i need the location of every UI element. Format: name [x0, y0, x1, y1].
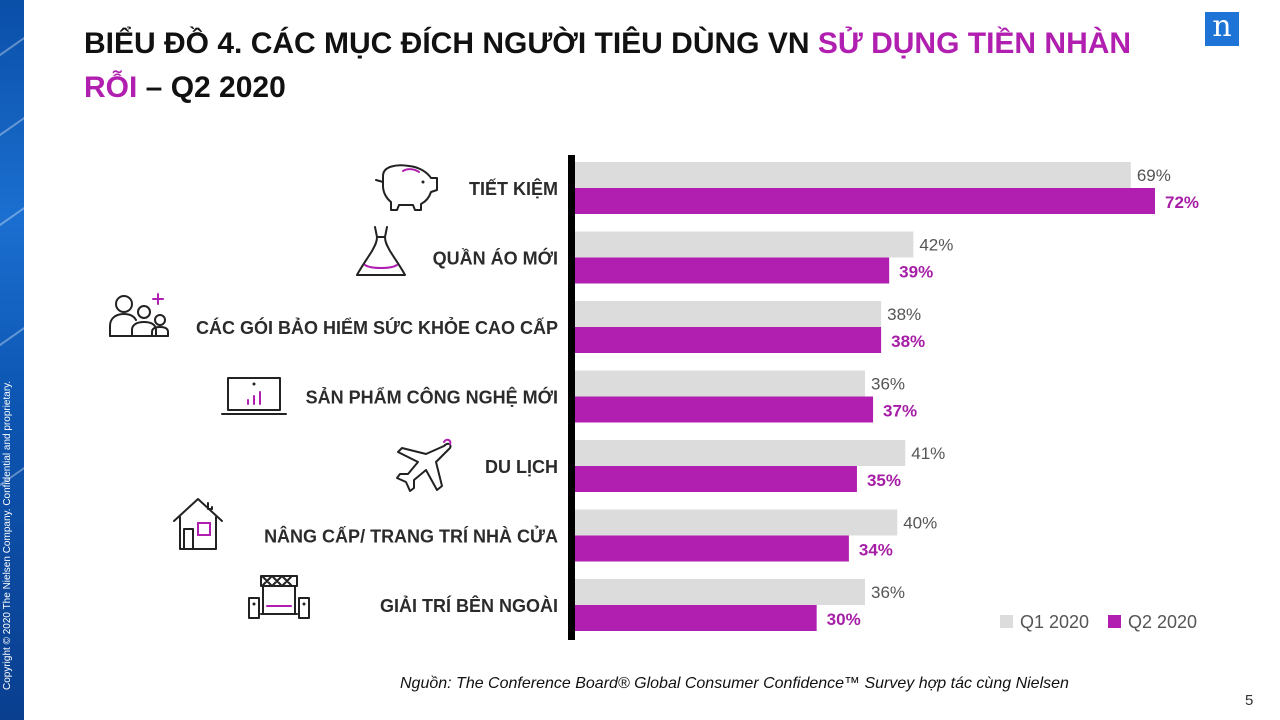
category-label: GIẢI TRÍ BÊN NGOÀI [380, 595, 558, 616]
bar-q1 [575, 509, 898, 536]
data-label-q1: 41% [911, 444, 945, 463]
family-plus-icon [109, 293, 169, 337]
category-label: NÂNG CẤP/ TRANG TRÍ NHÀ CỬA [264, 526, 558, 547]
house-icon [173, 498, 223, 550]
category-label: DU LỊCH [485, 457, 558, 477]
legend-label-q2: Q2 2020 [1128, 612, 1197, 632]
data-label-q2: 37% [883, 402, 917, 421]
legend-label-q1: Q1 2020 [1020, 612, 1089, 632]
bar-q2 [575, 327, 882, 353]
piggy-bank-icon [375, 164, 438, 211]
nielsen-logo: n [1205, 12, 1239, 46]
data-label-q1: 42% [919, 236, 953, 255]
chart-legend: Q1 2020 Q2 2020 [1000, 612, 1197, 632]
bar-q1 [575, 162, 1131, 188]
title-part-1: BIỂU ĐỒ 4. CÁC MỤC ĐÍCH NGƯỜI TIÊU DÙNG … [84, 27, 818, 60]
data-label-q1: 36% [871, 583, 905, 602]
data-label-q1: 38% [887, 305, 921, 324]
side-decorative-band [0, 0, 24, 720]
title-part-2: – Q2 2020 [137, 71, 286, 104]
data-label-q2: 34% [859, 541, 893, 560]
bar-q1 [575, 301, 882, 327]
data-label-q2: 72% [1165, 193, 1199, 212]
dress-icon [356, 226, 406, 276]
bar-q1 [575, 440, 906, 466]
data-label-q1: 69% [1137, 166, 1171, 185]
bar-q2 [575, 257, 890, 284]
category-label: TIẾT KIỆM [469, 178, 558, 199]
data-label-q2: 39% [899, 263, 933, 282]
data-label-q2: 38% [891, 332, 925, 351]
category-label: CÁC GÓI BẢO HIỂM SỨC KHỎE CAO CẤP [196, 317, 558, 338]
bar-q1 [575, 231, 914, 258]
bar-q2 [575, 188, 1155, 214]
page-number: 5 [1245, 692, 1254, 709]
bars-layer: TIẾT KIỆM 69% 72% QUẦN ÁO MỚI 42% 39% CÁC GÓI … [196, 162, 1199, 631]
airplane-icon [396, 438, 452, 492]
entertainment-stage-icon [248, 575, 310, 619]
legend-swatch-q1 [1000, 615, 1013, 628]
category-label: QUẦN ÁO MỚI [433, 248, 558, 269]
data-label-q1: 40% [903, 514, 937, 533]
icons-layer [109, 164, 452, 619]
bar-q1 [575, 579, 865, 605]
data-label-q2: 30% [827, 610, 861, 629]
bar-q2 [575, 605, 817, 631]
laptop-chart-icon [221, 377, 287, 415]
page-title: BIỂU ĐỒ 4. CÁC MỤC ĐÍCH NGƯỜI TIÊU DÙNG … [84, 22, 1164, 110]
data-label-q1: 36% [871, 375, 905, 394]
bar-q2 [575, 535, 849, 562]
title-highlight: SỬ DỤNG TIỀN NHÀN RỖI [84, 27, 1132, 104]
category-label: SẢN PHẨM CÔNG NGHỆ MỚI [306, 387, 558, 408]
bar-q2 [575, 396, 874, 423]
data-label-q2: 35% [867, 471, 901, 490]
source-note: Nguồn: The Conference Board® Global Cons… [400, 675, 1069, 692]
bar-q1 [575, 370, 865, 397]
chart-axis-line [568, 155, 575, 640]
bar-q2 [575, 466, 857, 492]
legend-swatch-q2 [1108, 615, 1121, 628]
